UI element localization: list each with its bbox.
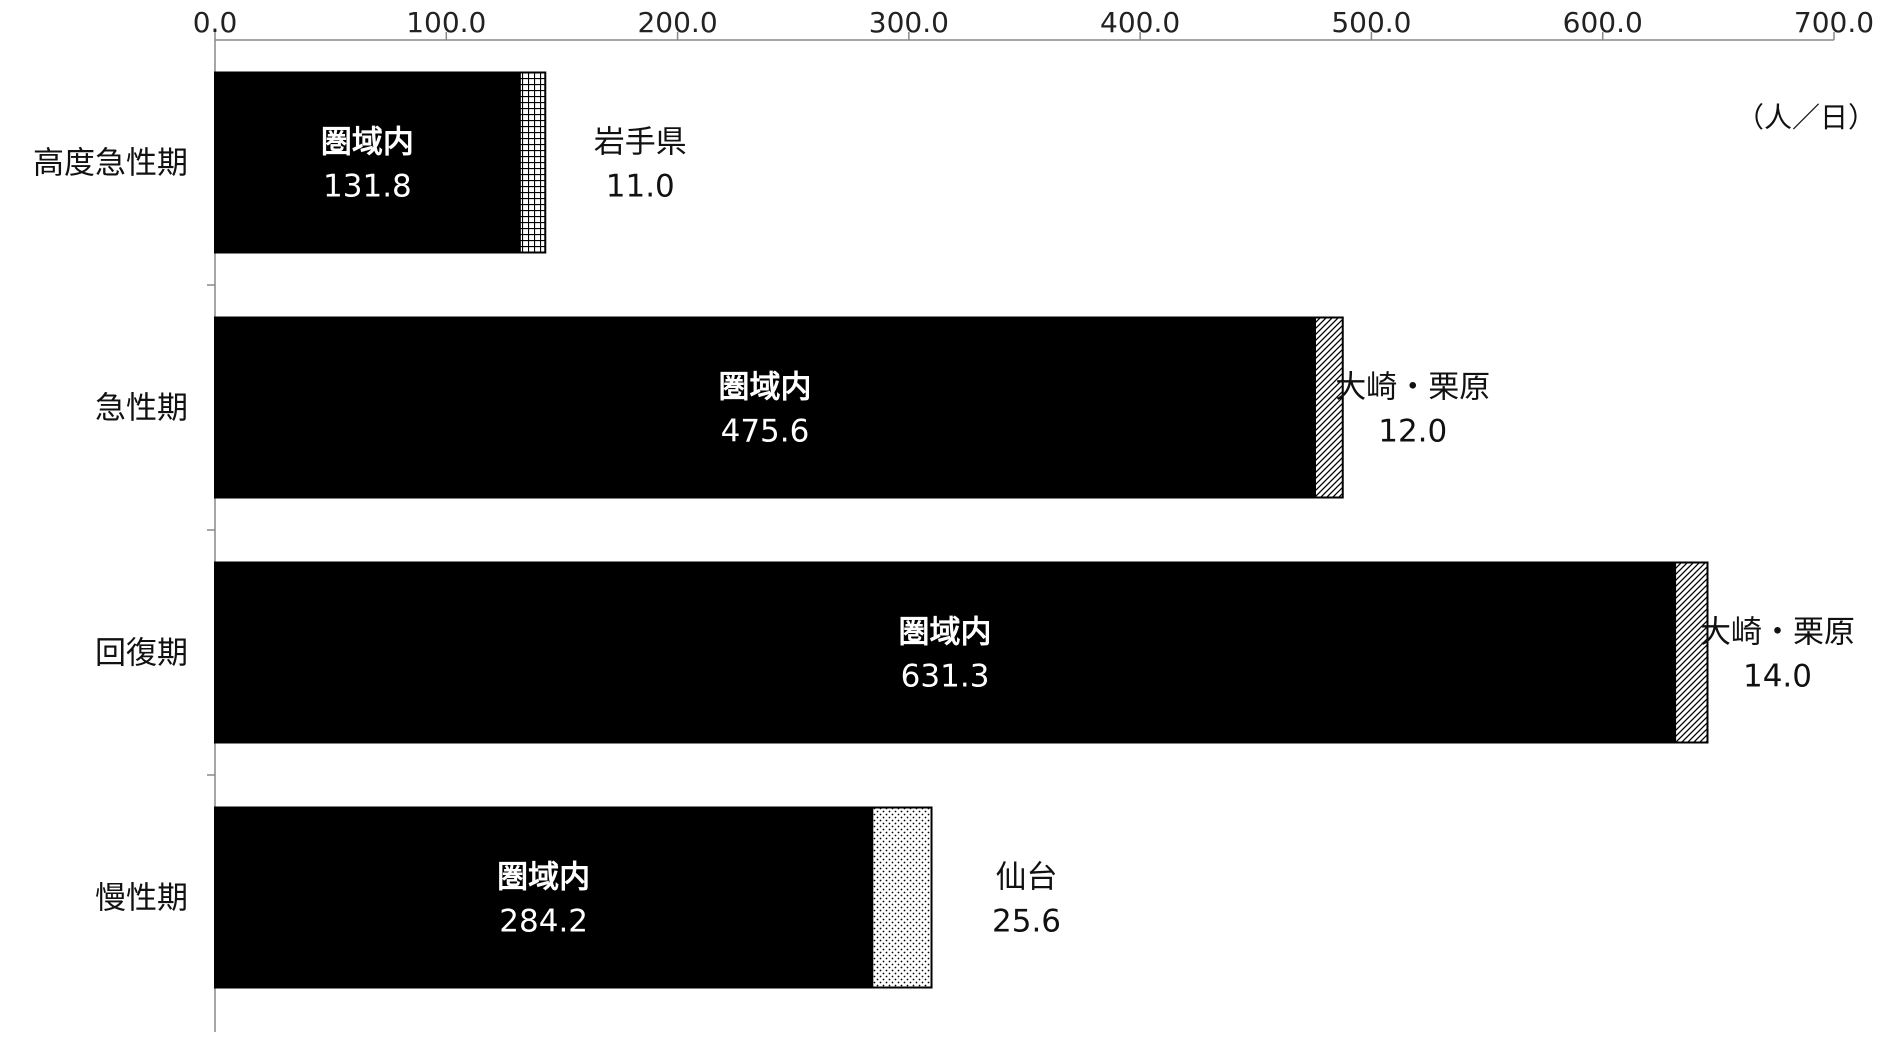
segment-value-label: 12.0 <box>1378 414 1447 450</box>
x-tick-label: 500.0 <box>1331 6 1411 39</box>
bar-segment <box>214 316 1316 499</box>
label-layer: （人／日）高度急性期圏域内131.8岩手県11.0急性期圏域内475.6大崎・栗… <box>33 101 1876 940</box>
category-label: 急性期 <box>95 391 188 427</box>
bar-segment <box>871 806 933 989</box>
bar-segment <box>1313 316 1344 499</box>
bar-segment <box>1674 561 1709 744</box>
x-tick-label: 100.0 <box>406 6 486 39</box>
category-label: 高度急性期 <box>33 146 188 182</box>
x-tick-label: 700.0 <box>1794 6 1874 39</box>
segment-value-label: 11.0 <box>606 169 675 205</box>
x-tick-label: 400.0 <box>1100 6 1180 39</box>
segment-name-label: 岩手県 <box>594 125 687 161</box>
segment-name-label: 圏域内 <box>321 125 414 161</box>
unit-label: （人／日） <box>1736 101 1876 134</box>
bar-segment <box>214 806 874 989</box>
segment-name-label: 圏域内 <box>497 860 590 896</box>
bar-segment <box>214 561 1677 744</box>
category-label: 慢性期 <box>95 881 188 917</box>
segment-name-label: 大崎・栗原 <box>1700 615 1855 651</box>
segment-name-label: 圏域内 <box>718 370 811 406</box>
segment-value-label: 475.6 <box>721 414 810 450</box>
segment-name-label: 圏域内 <box>899 615 992 651</box>
segment-name-label: 仙台 <box>996 860 1058 896</box>
axis-layer: 0.0 100.0 200.0 300.0 400.0 500.0 600.0 700.0 <box>193 6 1874 1032</box>
bar-segment <box>214 71 521 254</box>
segment-value-label: 631.3 <box>901 659 990 695</box>
x-tick-label: 600.0 <box>1563 6 1643 39</box>
x-tick-label: 0.0 <box>193 6 238 39</box>
segment-value-label: 25.6 <box>992 904 1061 940</box>
bar-segment <box>518 71 547 254</box>
segment-value-label: 284.2 <box>499 904 588 940</box>
segment-value-label: 14.0 <box>1743 659 1812 695</box>
category-label: 回復期 <box>95 636 188 672</box>
bar-layer <box>214 71 1709 989</box>
x-tick-label: 200.0 <box>637 6 717 39</box>
segment-name-label: 大崎・栗原 <box>1335 370 1490 406</box>
x-tick-label: 300.0 <box>869 6 949 39</box>
segment-value-label: 131.8 <box>323 169 412 205</box>
